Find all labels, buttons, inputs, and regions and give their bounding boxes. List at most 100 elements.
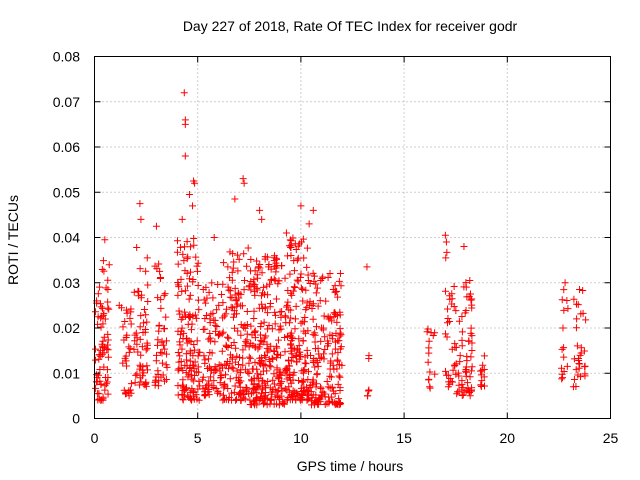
data-point: [466, 392, 474, 400]
data-point: [270, 275, 278, 283]
data-point: [311, 363, 319, 371]
x-tick-label: 5: [194, 430, 202, 446]
data-point: [560, 306, 568, 314]
data-point: [273, 364, 281, 372]
x-tick-label: 0: [91, 430, 99, 446]
data-point: [174, 279, 182, 287]
data-point: [335, 361, 343, 369]
data-point: [143, 362, 151, 370]
data-point: [176, 331, 184, 339]
data-point: [302, 360, 310, 368]
data-point: [228, 389, 236, 397]
data-point: [231, 382, 239, 390]
data-point: [254, 370, 262, 378]
data-point: [427, 329, 435, 337]
data-point: [258, 292, 266, 300]
data-point: [477, 381, 485, 389]
data-point: [137, 363, 145, 371]
data-point: [142, 346, 150, 354]
data-point: [306, 297, 314, 305]
data-point: [287, 314, 295, 322]
data-point: [266, 384, 274, 392]
data-point: [450, 283, 458, 291]
data-point: [222, 371, 230, 379]
data-point: [162, 361, 170, 369]
data-point: [160, 291, 168, 299]
data-point: [94, 396, 102, 404]
data-point: [204, 380, 212, 388]
x-tick-label: 20: [500, 430, 516, 446]
data-point: [330, 313, 338, 321]
data-point: [286, 370, 294, 378]
data-point: [123, 362, 131, 370]
data-point: [267, 396, 275, 404]
data-point: [133, 340, 141, 348]
data-point: [253, 257, 261, 265]
y-tick-label: 0.01: [53, 365, 80, 381]
data-point: [334, 380, 342, 388]
data-point: [233, 352, 241, 360]
data-point: [337, 399, 345, 407]
data-point: [130, 288, 138, 296]
data-point: [192, 253, 200, 261]
data-point: [317, 337, 325, 345]
data-point: [458, 342, 466, 350]
data-point: [181, 120, 189, 128]
data-point: [574, 355, 582, 363]
data-point: [144, 281, 152, 289]
data-point: [245, 359, 253, 367]
data-point: [231, 195, 239, 203]
data-point: [157, 304, 165, 312]
data-point: [322, 297, 330, 305]
data-point: [270, 380, 278, 388]
data-point: [233, 395, 241, 403]
data-point: [289, 334, 297, 342]
data-point: [299, 377, 307, 385]
data-point: [136, 323, 144, 331]
data-point: [286, 243, 294, 251]
y-tick-label: 0.02: [53, 320, 80, 336]
data-point: [325, 399, 333, 407]
data-point: [191, 179, 199, 187]
data-point: [237, 366, 245, 374]
data-point: [462, 368, 470, 376]
data-point: [177, 315, 185, 323]
data-point: [207, 373, 215, 381]
data-point: [249, 385, 257, 393]
data-point: [312, 323, 320, 331]
data-point: [309, 269, 317, 277]
data-point: [286, 270, 294, 278]
data-point: [187, 371, 195, 379]
data-point: [260, 400, 268, 408]
data-point: [277, 313, 285, 321]
data-point: [115, 301, 123, 309]
data-point: [191, 346, 199, 354]
data-point: [285, 319, 293, 327]
data-point: [100, 363, 108, 371]
data-point: [134, 348, 142, 356]
data-point: [237, 321, 245, 329]
data-point: [276, 322, 284, 330]
data-point: [161, 345, 169, 353]
data-point: [290, 257, 298, 265]
data-point: [218, 291, 226, 299]
data-point: [288, 350, 296, 358]
data-point: [313, 284, 321, 292]
data-point: [216, 379, 224, 387]
data-point: [271, 320, 279, 328]
data-point: [277, 325, 285, 333]
data-point: [103, 378, 111, 386]
data-point: [247, 339, 255, 347]
data-point: [281, 274, 289, 282]
data-point: [96, 283, 104, 291]
data-point: [337, 331, 345, 339]
data-point: [466, 277, 474, 285]
data-point: [244, 368, 252, 376]
data-point: [303, 244, 311, 252]
data-point: [480, 366, 488, 374]
data-point: [222, 341, 230, 349]
data-point: [224, 263, 232, 271]
data-point: [245, 282, 253, 290]
data-point: [467, 324, 475, 332]
data-point: [161, 290, 169, 298]
